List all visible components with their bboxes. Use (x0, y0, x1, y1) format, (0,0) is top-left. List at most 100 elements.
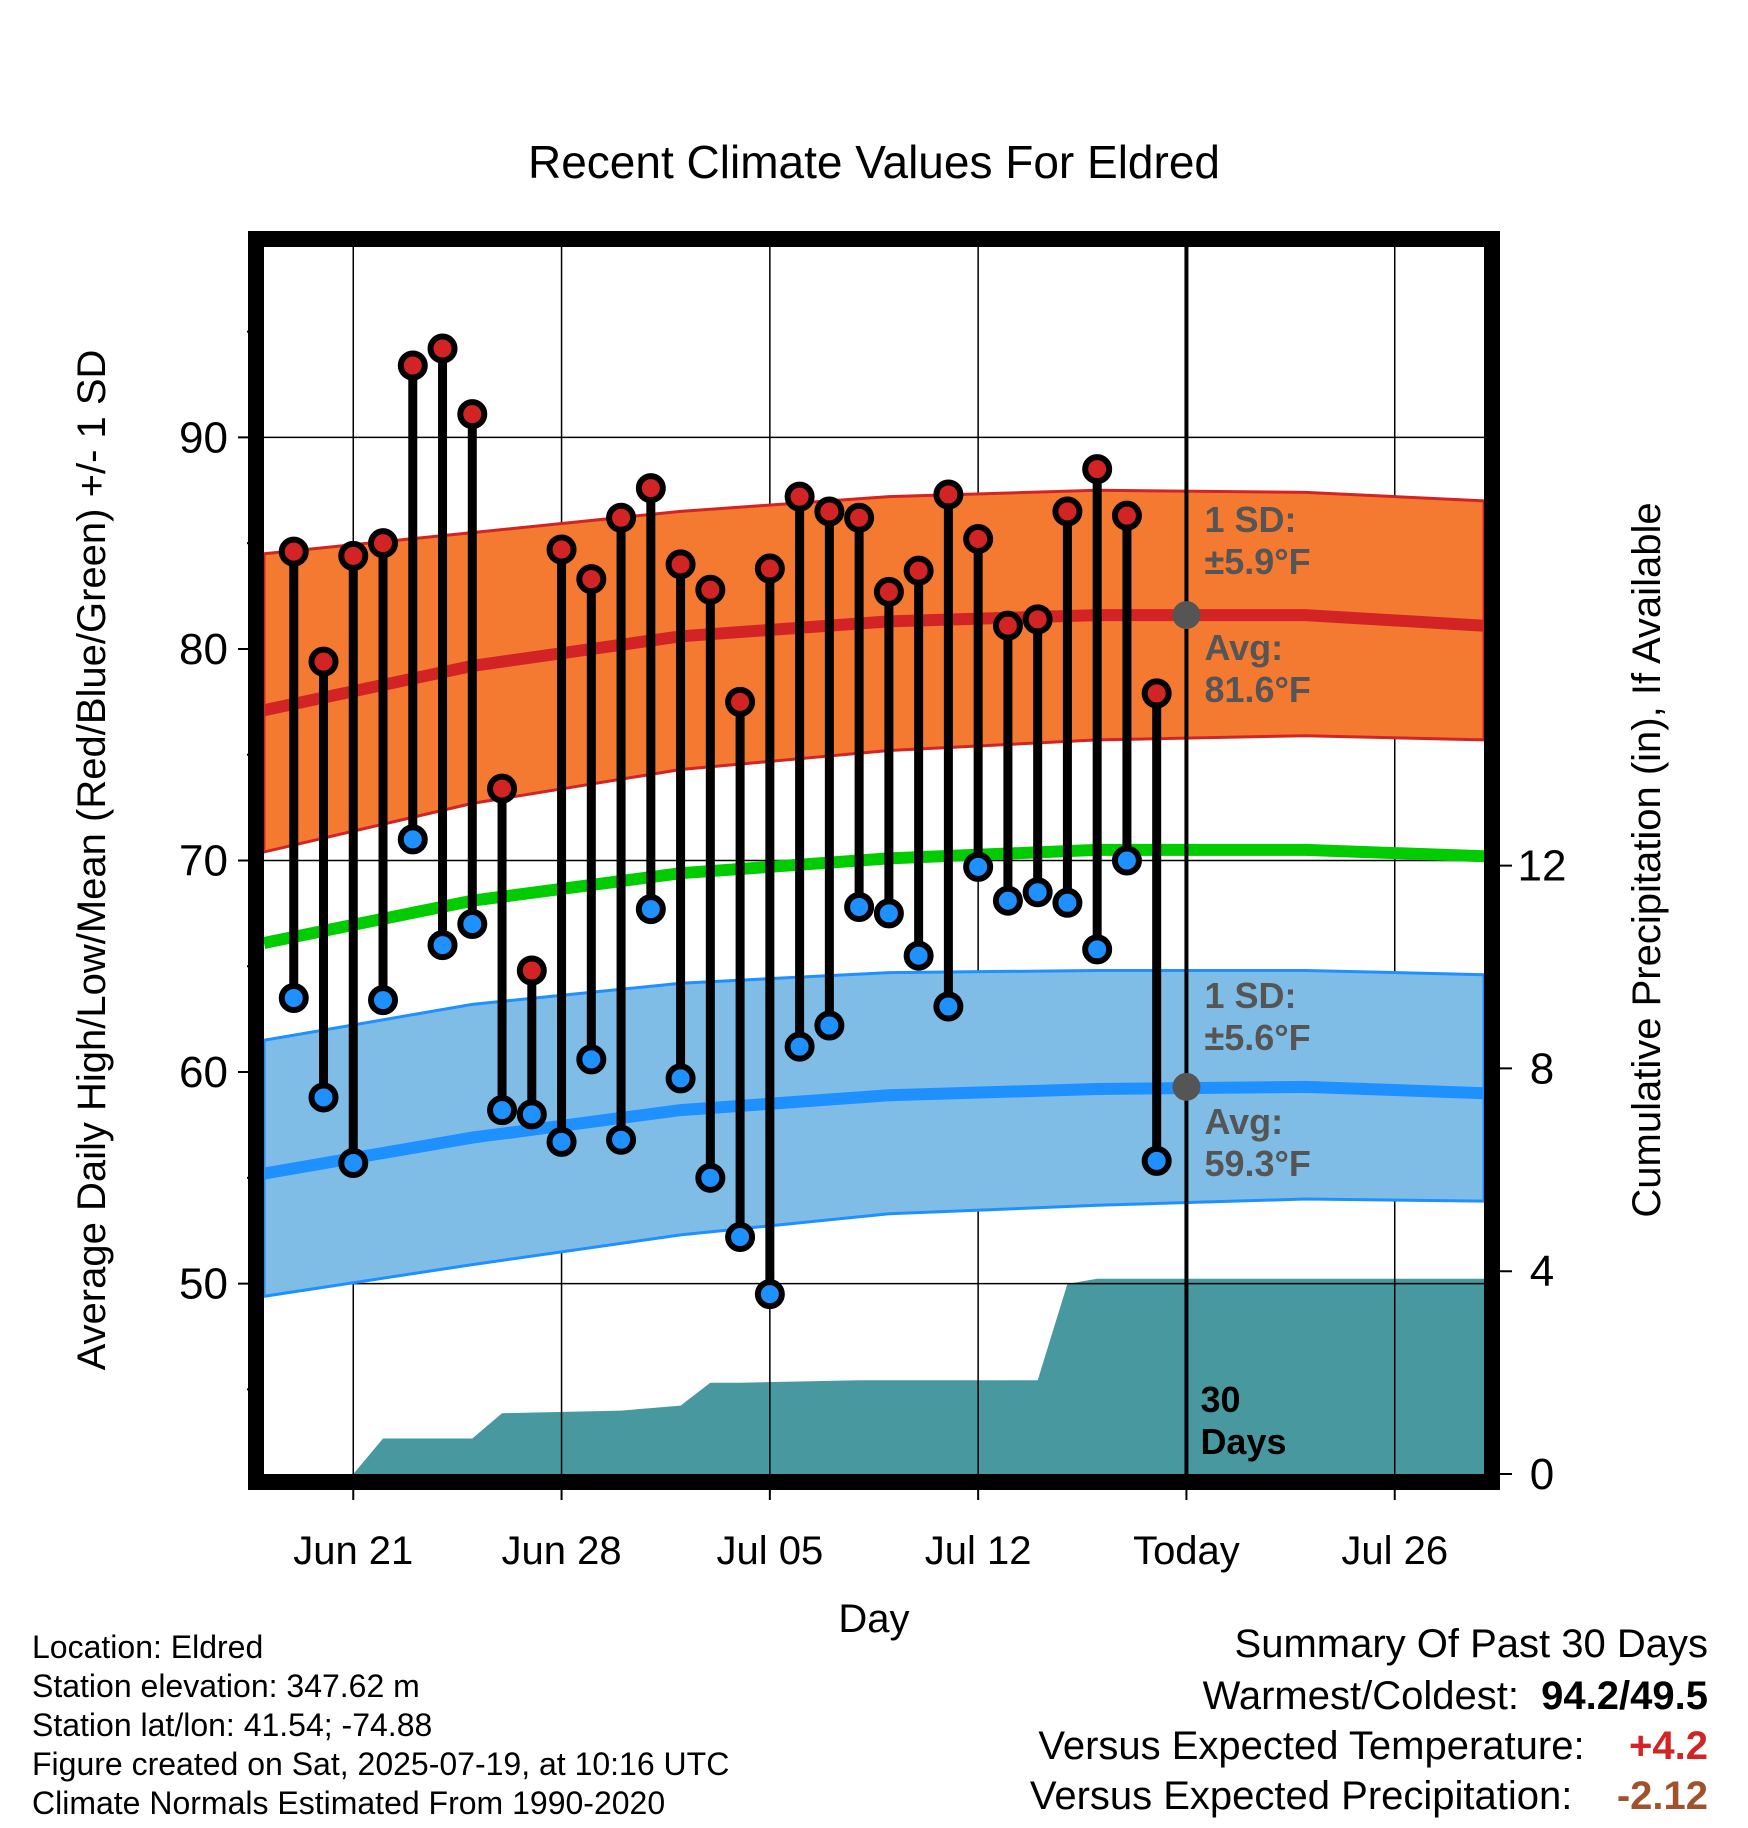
daily-high-point (1111, 500, 1142, 531)
daily-high-point (1052, 496, 1083, 527)
high-sd-band (264, 488, 1484, 854)
x-tick-label: Today (1133, 1529, 1240, 1573)
low-avg-annotation: Avg: 59.3°F (1204, 1101, 1310, 1184)
daily-high-point (695, 574, 726, 605)
daily-low-point (1022, 877, 1053, 908)
daily-low-point (487, 1095, 518, 1126)
x-tick-label: Jul 26 (1341, 1529, 1448, 1573)
daily-low-point (665, 1063, 696, 1094)
x-tick-label: Jun 28 (502, 1529, 622, 1573)
period-annotation-line: Days (1200, 1421, 1286, 1462)
daily-high-point (844, 502, 875, 533)
daily-low-point (695, 1162, 726, 1193)
daily-low-point (635, 894, 666, 925)
daily-high-point (963, 523, 994, 554)
x-axis-label: Day (838, 1597, 909, 1641)
daily-low-point (278, 983, 309, 1014)
warmest-coldest-value: 94.2/49.5 (1541, 1674, 1708, 1718)
high-sd-annotation-line: ±5.9°F (1204, 541, 1310, 582)
low-sd-annotation: 1 SD: ±5.6°F (1204, 975, 1310, 1058)
high-sd-annotation: 1 SD: ±5.9°F (1204, 499, 1310, 582)
low-sd-band (264, 969, 1484, 1298)
daily-low-point (1082, 934, 1113, 965)
daily-low-point (814, 1010, 845, 1041)
daily-high-point (368, 528, 399, 559)
summary-title: Summary Of Past 30 Days (1235, 1622, 1708, 1667)
daily-high-point (546, 534, 577, 565)
precipitation-area (353, 1278, 1484, 1474)
daily-high-point (516, 955, 547, 986)
summary-title-text: Summary Of Past 30 Days (1234, 1622, 1708, 1666)
y2-tick-label: 4 (1530, 1247, 1554, 1296)
low-sd-annotation-line: 1 SD: (1204, 975, 1296, 1016)
y2-tick-label: 0 (1530, 1450, 1554, 1499)
x-tick-label: Jul 12 (925, 1529, 1032, 1573)
precipitation-value: -2.12 (1616, 1774, 1708, 1818)
footer-normals: Climate Normals Estimated From 1990-2020 (32, 1785, 666, 1821)
daily-high-point (338, 540, 369, 571)
chart-title: Recent Climate Values For Eldred (528, 136, 1220, 188)
footer-location: Location: Eldred (32, 1629, 264, 1665)
daily-low-point (516, 1099, 547, 1130)
daily-high-point (992, 610, 1023, 641)
y-tick-label: 90 (179, 413, 228, 462)
daily-low-point (844, 892, 875, 923)
daily-high-point (635, 473, 666, 504)
today-avg-high-marker (1172, 601, 1201, 630)
daily-high-point (725, 686, 756, 717)
high-avg-annotation-line: 81.6°F (1204, 669, 1310, 710)
low-avg-annotation-line: 59.3°F (1204, 1143, 1310, 1184)
y-tick-label: 60 (179, 1048, 228, 1097)
daily-high-point (903, 555, 934, 586)
daily-low-point (754, 1279, 785, 1310)
daily-high-point (606, 502, 637, 533)
daily-low-point (397, 824, 428, 855)
daily-low-point (933, 991, 964, 1022)
daily-high-point (873, 576, 904, 607)
low-avg-annotation-line: Avg: (1204, 1101, 1283, 1142)
daily-low-point (992, 885, 1023, 916)
y2-axis-label: Cumulative Precipitation (in), If Availa… (1625, 502, 1669, 1217)
avg-low-line (264, 1080, 1484, 1180)
summary-warmest-coldest: Warmest/Coldest: 94.2/49.5 (1203, 1674, 1708, 1719)
daily-high-point (754, 553, 785, 584)
daily-high-point (933, 479, 964, 510)
daily-low-point (873, 898, 904, 929)
daily-low-point (338, 1148, 369, 1179)
high-avg-annotation-line: Avg: (1204, 627, 1283, 668)
daily-low-point (546, 1126, 577, 1157)
x-tick-label: Jul 05 (716, 1529, 823, 1573)
daily-low-point (725, 1222, 756, 1253)
daily-high-point (1141, 678, 1172, 709)
daily-high-point (576, 564, 607, 595)
footer-elevation: Station elevation: 347.62 m (32, 1668, 420, 1704)
daily-high-point (457, 399, 488, 430)
footer-latlon: Station lat/lon: 41.54; -74.88 (32, 1707, 433, 1743)
daily-high-point (665, 549, 696, 580)
warmest-coldest-label: Warmest/Coldest: (1202, 1674, 1519, 1718)
daily-low-point (784, 1031, 815, 1062)
daily-low-point (576, 1044, 607, 1075)
daily-low-point (457, 908, 488, 939)
daily-high-point (427, 333, 458, 364)
temperature-value: +4.2 (1629, 1724, 1708, 1768)
daily-low-point (1052, 887, 1083, 918)
period-annotation: 30 Days (1200, 1379, 1286, 1462)
daily-low-point (903, 940, 934, 971)
daily-low-point (368, 985, 399, 1016)
daily-high-point (784, 481, 815, 512)
y-tick-label: 80 (179, 625, 228, 674)
daily-low-point (308, 1082, 339, 1113)
daily-high-point (814, 496, 845, 527)
low-sd-annotation-line: ±5.6°F (1204, 1017, 1310, 1058)
daily-low-point (1141, 1145, 1172, 1176)
daily-high-point (1082, 454, 1113, 485)
y-tick-label: 50 (179, 1260, 228, 1309)
precipitation-label: Versus Expected Precipitation: (1029, 1774, 1573, 1818)
daily-high-point (397, 350, 428, 381)
daily-high-point (278, 536, 309, 567)
daily-high-point (1022, 604, 1053, 635)
daily-high-point (308, 646, 339, 677)
